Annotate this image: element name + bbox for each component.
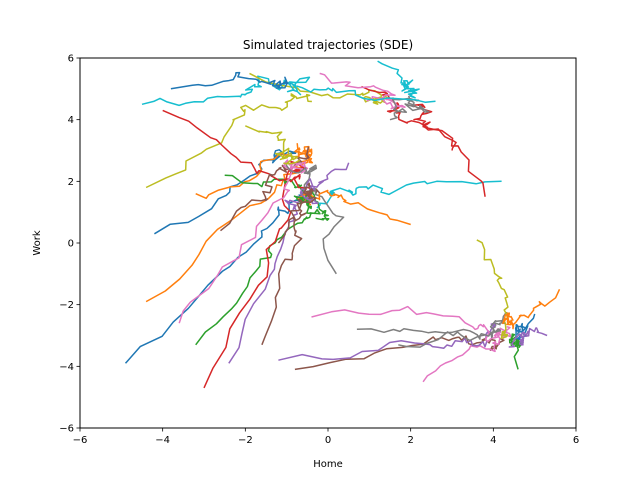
- trajectory-line: [299, 162, 350, 205]
- y-tick-label: 2: [68, 177, 74, 188]
- trajectory-line: [361, 85, 457, 151]
- x-tick-label: −6: [73, 435, 88, 446]
- y-tick-label: 6: [68, 54, 74, 65]
- y-tick-label: −4: [59, 362, 74, 373]
- trajectory-line: [245, 125, 301, 165]
- x-axis-label: Home: [313, 459, 343, 470]
- trajectory-line: [220, 146, 310, 232]
- trajectory-line: [286, 76, 436, 104]
- y-tick-label: 0: [68, 239, 74, 250]
- trajectory-line: [293, 194, 330, 221]
- trajectory-line: [502, 288, 561, 330]
- trajectory-line: [377, 60, 420, 99]
- trajectory-line: [508, 327, 548, 348]
- trajectory-line: [422, 329, 512, 383]
- trajectory-line: [277, 182, 317, 244]
- x-tick-label: −4: [155, 435, 170, 446]
- trajectory-line: [170, 71, 292, 90]
- trajectory-line: [319, 72, 406, 110]
- trajectory-line: [316, 180, 502, 209]
- trajectory-line: [145, 93, 312, 189]
- x-tick-label: −2: [238, 435, 253, 446]
- trajectory-series-layer: [124, 60, 561, 389]
- axis-ticks: −6 −4 −2 0 2 4 6 −6 −4 −2 0 2 4 6: [59, 54, 579, 447]
- y-tick-label: 4: [68, 115, 74, 126]
- x-tick-label: 6: [573, 435, 579, 446]
- trajectory-line: [398, 311, 511, 348]
- trajectory-line: [294, 335, 505, 371]
- y-axis-label: Work: [32, 230, 43, 256]
- plot-area: [80, 58, 576, 428]
- y-tick-label: −6: [59, 424, 74, 435]
- y-tick-label: −2: [59, 300, 74, 311]
- x-tick-label: 4: [490, 435, 496, 446]
- trajectory-line: [514, 313, 536, 343]
- chart-title: Simulated trajectories (SDE): [243, 38, 413, 52]
- x-tick-label: 0: [325, 435, 331, 446]
- x-tick-label: 2: [407, 435, 413, 446]
